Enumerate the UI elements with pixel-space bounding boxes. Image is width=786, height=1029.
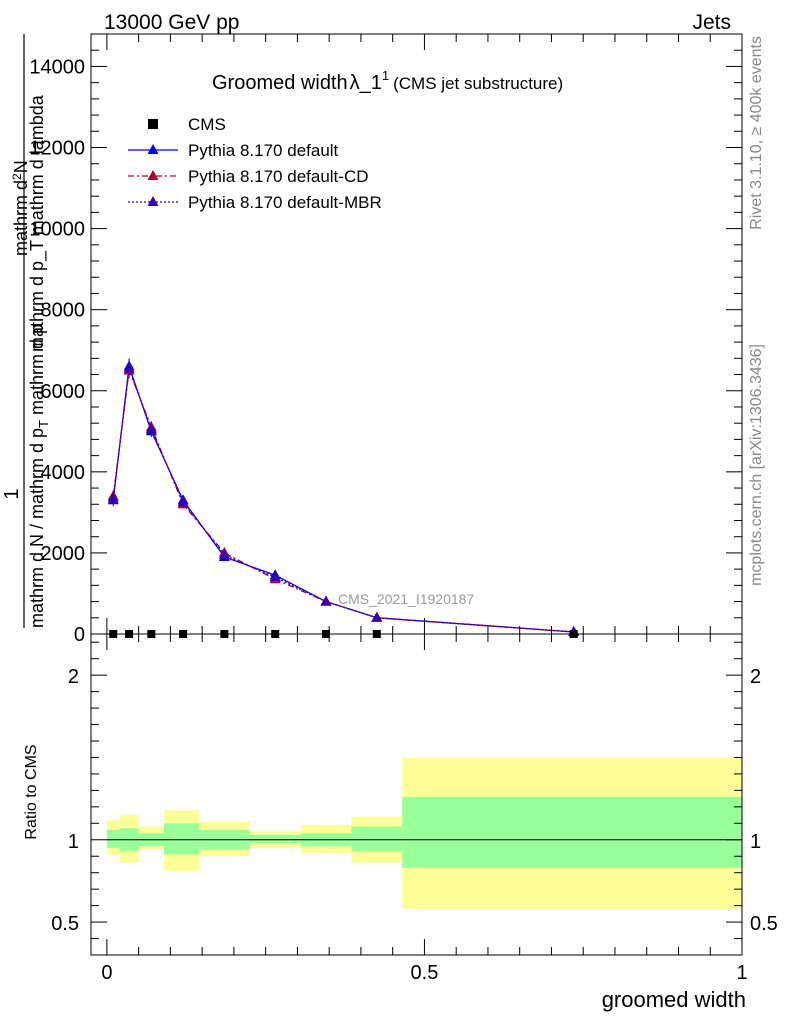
legend-label: Pythia 8.170 default-CD (188, 167, 369, 186)
legend: CMS Pythia 8.170 default Pythia 8.170 defa… (128, 115, 382, 212)
legend-marker (147, 196, 159, 206)
rivet-label: Rivet 3.1.10, ≥ 400k events (748, 36, 765, 230)
y-label-numerator: mathrm d2N (10, 160, 31, 256)
ratio-band-inner (249, 834, 301, 844)
legend-label: Pythia 8.170 default (188, 141, 339, 160)
ratio-bands (106, 757, 742, 909)
ratio-band-inner (164, 823, 199, 855)
y-label-num-n: N (11, 160, 31, 173)
y-tick-label: 10000 (29, 219, 85, 241)
y-label-lambda: mathrm d p_T mathrm d lambda (27, 94, 48, 352)
series-marker (123, 362, 135, 373)
x-axis-label: groomed width (602, 987, 746, 1012)
chart-title-lambda: λ_1 (350, 72, 382, 94)
ratio-y-tick-label: 0.5 (51, 913, 79, 935)
legend-marker-cms (148, 119, 158, 129)
ratio-y-tick-label: 1 (68, 831, 79, 853)
analysis-watermark: CMS_2021_I1920187 (338, 591, 474, 607)
y-label-denominator: mathrm d N / mathrm d pT mathrm d p (27, 324, 51, 628)
header-beam-label: 13000 GeV pp (104, 11, 239, 34)
ratio-y-tick-label-right: 2 (750, 666, 761, 688)
y-tick-label: 6000 (41, 381, 86, 403)
chart-title-main: Groomed width (212, 72, 348, 94)
main-axes: 0 2000 4000 6000 8000 10000 12000 14000 (29, 33, 743, 646)
series-marker (320, 595, 332, 606)
ratio-y-tick-label-right: 1 (750, 831, 761, 853)
series-marker (145, 423, 157, 434)
legend-marker (147, 144, 159, 154)
series-marker (177, 496, 189, 507)
x-tick-label: 0 (101, 962, 112, 984)
mcplots-label: mcplots.cern.ch [arXiv:1306.3436] (748, 344, 765, 586)
x-tick-label: 0.5 (411, 962, 439, 984)
ratio-y-label: Ratio to CMS (23, 744, 40, 839)
ratio-y-tick-label-right: 0.5 (750, 913, 778, 935)
y-tick-label: 2000 (41, 543, 86, 565)
ratio-axes: 0.5 0.5 1 1 2 2 0 0.5 1 (51, 633, 778, 984)
chart-title-sup: 1 (382, 68, 389, 83)
y-tick-label: 4000 (41, 462, 86, 484)
y-label-num-d: mathrm d (11, 180, 31, 256)
y-label-den-part2: mathrm d p (27, 324, 47, 420)
y-tick-label: 12000 (29, 138, 85, 160)
legend-marker (147, 170, 159, 180)
series-marker (371, 611, 383, 622)
y-tick-label: 8000 (41, 300, 86, 322)
y-label-den-sub: T (36, 420, 51, 428)
y-axis-label: 1 mathrm d N / mathrm d pT mathrm d p ma… (1, 34, 51, 628)
chart-title-sub: (CMS jet substructure) (393, 74, 563, 93)
y-label-num-sup: 2 (10, 173, 24, 180)
series-marker (218, 548, 230, 559)
ratio-y-tick-label: 2 (68, 666, 79, 688)
series-marker (269, 571, 281, 582)
ratio-frame (90, 633, 743, 956)
legend-label: Pythia 8.170 default-MBR (188, 193, 382, 212)
series-marker (107, 492, 119, 503)
legend-label: CMS (188, 115, 226, 134)
y-tick-label: 0 (74, 624, 85, 646)
ratio-band-inner (402, 796, 742, 868)
y-label-one: 1 (1, 488, 23, 499)
x-tick-label: 1 (736, 962, 747, 984)
y-label-den-part1: mathrm d N / mathrm d p (27, 428, 47, 628)
header-jets-label: Jets (692, 11, 731, 34)
ratio-band-inner (351, 826, 403, 852)
chart-title: Groomed width λ_11 (CMS jet substructure) (212, 68, 563, 94)
y-tick-label: 14000 (29, 56, 85, 78)
ratio-band-inner (106, 829, 120, 848)
